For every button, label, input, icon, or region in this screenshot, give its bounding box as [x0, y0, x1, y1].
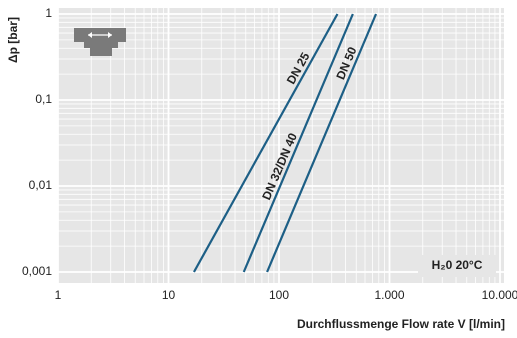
x-tick-label: 10	[162, 288, 176, 302]
x-axis-label: Durchflussmenge Flow rate V [l/min]	[297, 317, 505, 331]
y-axis-label: Δp [bar]	[6, 17, 20, 63]
tee-icon	[74, 28, 126, 56]
annotation: H₂0 20°C	[432, 258, 483, 272]
x-tick-label: 10.000	[482, 288, 517, 302]
y-tick-label: 0,1	[35, 92, 52, 106]
annotation-bg	[418, 255, 496, 277]
series-line	[266, 13, 378, 273]
series-line	[193, 13, 339, 273]
x-tick-label: 1	[55, 288, 62, 302]
series-line	[242, 13, 354, 273]
y-tick-label: 1	[45, 6, 52, 20]
grid	[57, 8, 504, 283]
y-tick-label: 0,001	[22, 264, 52, 278]
x-tick-label: 1.000	[374, 288, 404, 302]
x-tick-label: 100	[269, 288, 289, 302]
y-tick-label: 0,01	[29, 178, 53, 192]
